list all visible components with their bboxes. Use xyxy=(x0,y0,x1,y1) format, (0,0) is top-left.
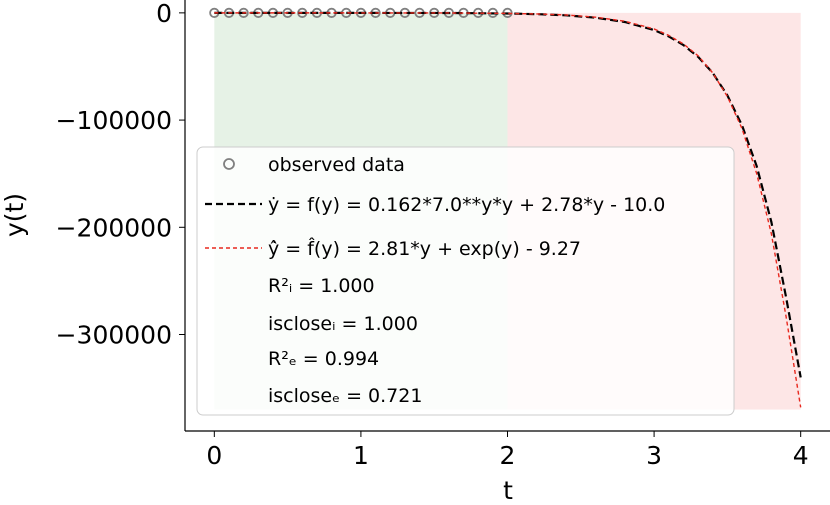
legend-label-r2-interp: R²ᵢ = 1.000 xyxy=(268,275,375,297)
legend-frame xyxy=(196,146,735,416)
y-tick-label: −300000 xyxy=(56,321,172,350)
x-axis-title: t xyxy=(503,476,513,505)
legend-label-estimated-model: ŷ̇ = f̂(y) = 2.81*y + exp(y) - 9.27 xyxy=(268,238,581,260)
x-tick-label: 1 xyxy=(353,441,369,470)
legend-marker-observed xyxy=(223,158,235,170)
legend-label-isclose-interp: iscloseᵢ = 1.000 xyxy=(268,313,418,335)
series-layer xyxy=(209,7,802,408)
x-tick-label: 2 xyxy=(500,441,516,470)
legend-label-r2-extrap: R²ₑ = 0.994 xyxy=(268,348,379,370)
y-axis-title: y(t) xyxy=(0,193,29,237)
y-tick-label: −200000 xyxy=(56,213,172,242)
y-tick-label: 0 xyxy=(156,0,172,28)
x-tick-label: 3 xyxy=(646,441,662,470)
series-line-true-model xyxy=(214,11,802,378)
legend: observed data ẏ = f(y) = 0.162*7.0**y*y… xyxy=(196,146,735,416)
series-line-estimated-model xyxy=(214,12,802,408)
legend-label-isclose-extrap: iscloseₑ = 0.721 xyxy=(268,385,422,407)
legend-label-true-model: ẏ = f(y) = 0.162*7.0**y*y + 2.78*y - 10… xyxy=(268,194,665,216)
x-tick-label: 0 xyxy=(206,441,222,470)
ticks: 0 1 2 3 4 0 −100000 −200000 −300000 xyxy=(56,0,809,470)
x-tick-label: 4 xyxy=(793,441,809,470)
y-tick-label: −100000 xyxy=(56,106,172,135)
legend-label-observed: observed data xyxy=(268,154,405,176)
